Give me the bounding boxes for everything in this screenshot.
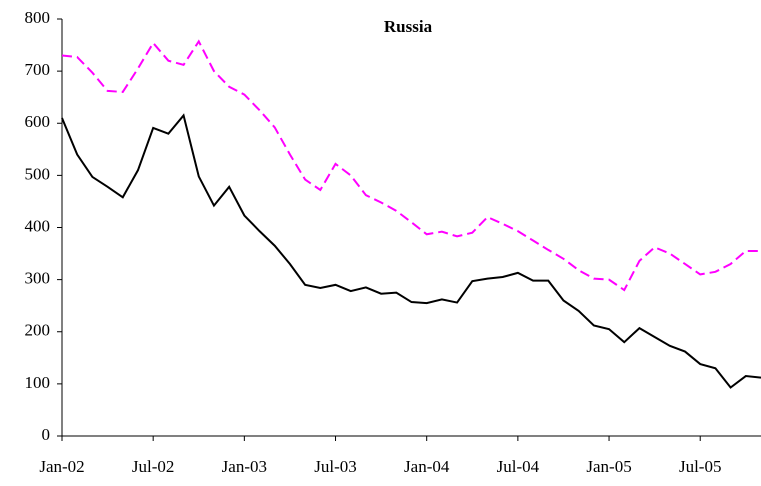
- x-tick-label: Jul-03: [314, 457, 357, 476]
- y-tick-label: 100: [25, 373, 51, 392]
- y-tick-label: 500: [25, 164, 51, 183]
- y-tick-label: 800: [25, 8, 51, 27]
- x-tick-label: Jan-05: [586, 457, 631, 476]
- y-tick-label: 300: [25, 269, 51, 288]
- y-tick-label: 600: [25, 112, 51, 131]
- y-tick-label: 0: [42, 425, 51, 444]
- x-tick-label: Jan-04: [404, 457, 450, 476]
- x-tick-label: Jul-04: [497, 457, 540, 476]
- chart-title: Russia: [384, 17, 433, 36]
- y-tick-label: 400: [25, 216, 51, 235]
- series-line: [61, 113, 761, 389]
- x-tick-label: Jul-02: [132, 457, 175, 476]
- y-tick-label: 200: [25, 321, 51, 340]
- series-line: [61, 39, 761, 292]
- x-tick-label: Jul-05: [679, 457, 722, 476]
- x-tick-label: Jan-03: [222, 457, 267, 476]
- y-tick-label: 700: [25, 60, 51, 79]
- x-tick-label: Jan-02: [39, 457, 84, 476]
